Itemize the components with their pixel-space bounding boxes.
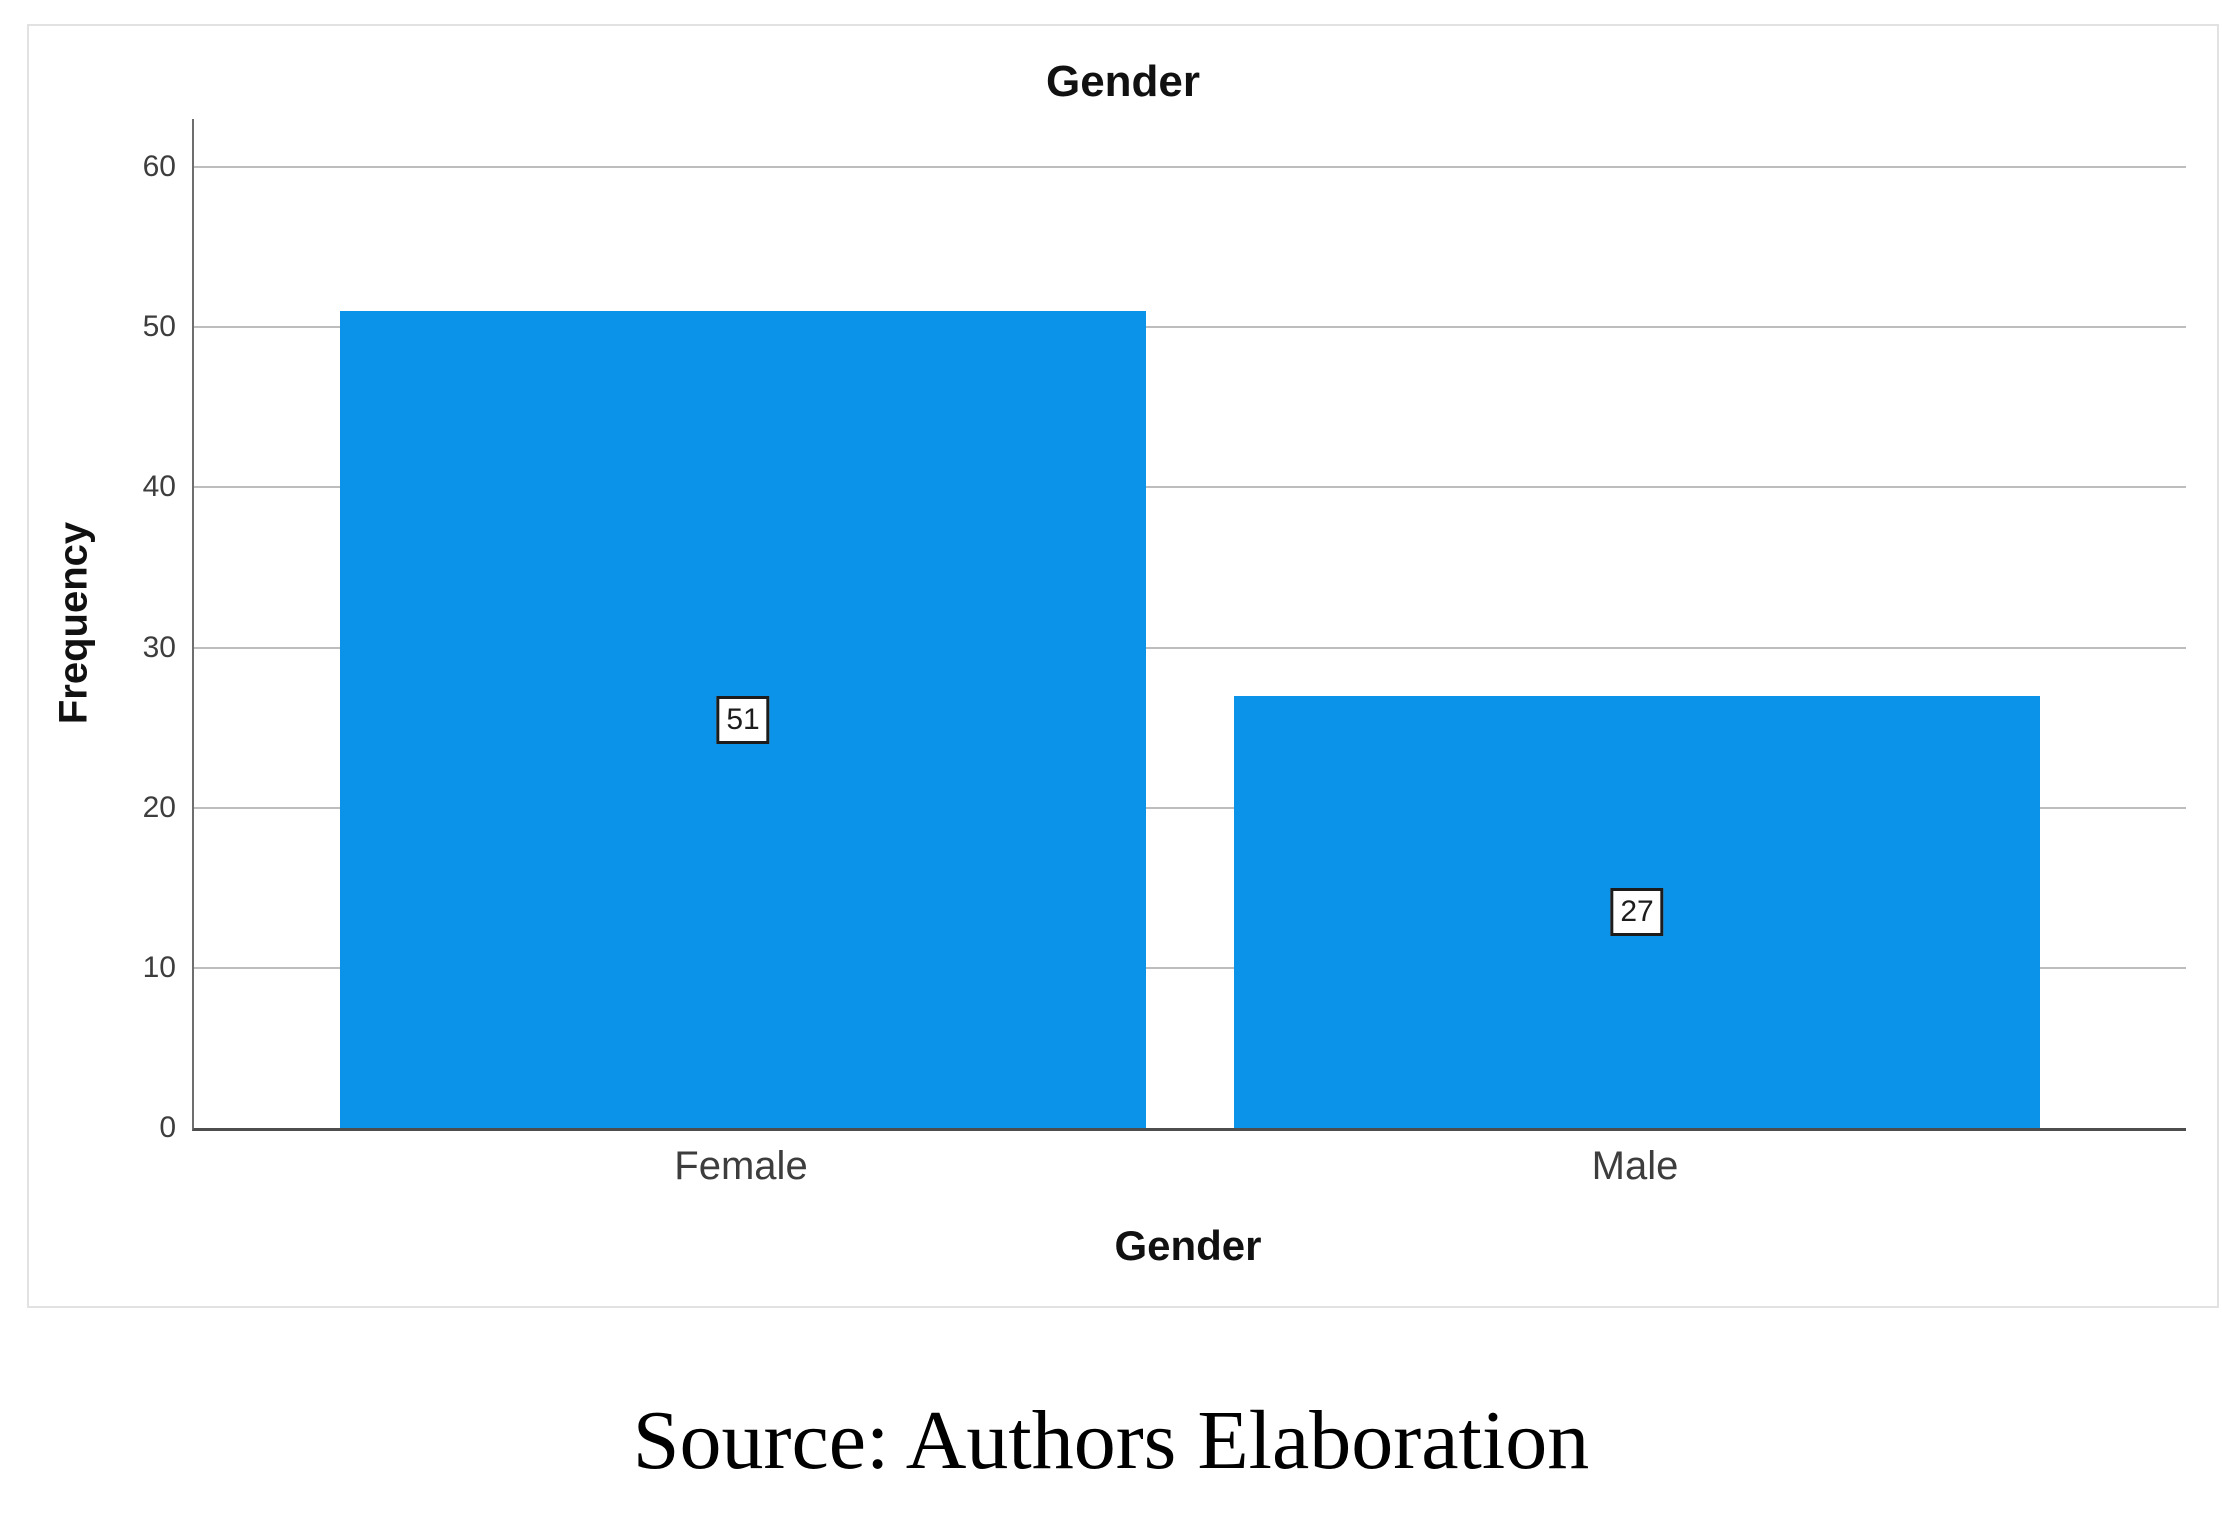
y-tick-label-0: 0 bbox=[159, 1111, 176, 1144]
y-axis-title: Frequency bbox=[51, 521, 96, 725]
plot-area: 51 27 bbox=[192, 119, 2186, 1131]
y-tick-label-10: 10 bbox=[142, 950, 176, 984]
chart-title: Gender bbox=[1045, 57, 1201, 106]
gridline-60 bbox=[194, 166, 2186, 169]
chart-figure: Gender Frequency 51 27 0 10 20 30 40 50 60 Fema… bbox=[27, 24, 2219, 1308]
source-caption: Source: Authors Elaboration bbox=[632, 1394, 1590, 1487]
y-tick-label-30: 30 bbox=[142, 630, 176, 664]
gridline-20 bbox=[194, 806, 2186, 809]
y-tick-label-40: 40 bbox=[142, 470, 176, 504]
gridline-30 bbox=[194, 646, 2186, 649]
bar-value-label-male: 27 bbox=[1610, 887, 1664, 936]
x-tick-label-female: Female bbox=[674, 1144, 808, 1188]
y-tick-label-60: 60 bbox=[142, 150, 176, 184]
x-axis-title: Gender bbox=[1114, 1222, 1262, 1269]
y-tick-label-20: 20 bbox=[142, 790, 176, 824]
x-tick-label-male: Male bbox=[1591, 1144, 1679, 1188]
gridline-10 bbox=[194, 966, 2186, 969]
y-tick-label-50: 50 bbox=[142, 310, 176, 344]
gridline-40 bbox=[194, 486, 2186, 489]
bar-value-label-female: 51 bbox=[716, 695, 770, 744]
gridline-50 bbox=[194, 326, 2186, 329]
